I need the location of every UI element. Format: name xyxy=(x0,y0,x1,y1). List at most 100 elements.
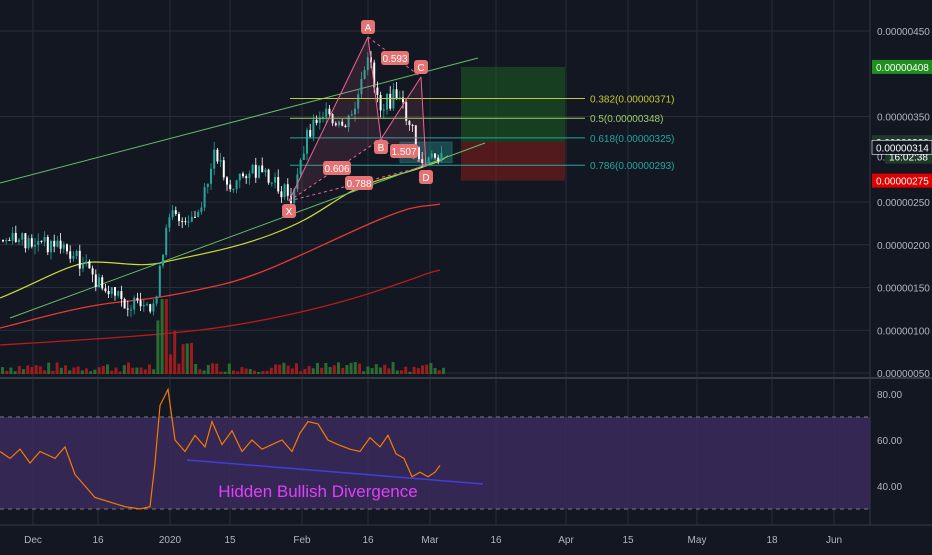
volume-bar xyxy=(202,370,206,374)
pattern-leg[interactable] xyxy=(288,36,369,202)
candle-body xyxy=(114,287,116,296)
ratio-bc-badge[interactable] xyxy=(323,161,351,175)
profit-zone[interactable] xyxy=(461,66,565,143)
candle-body xyxy=(267,169,270,183)
divergence-annotation[interactable]: Hidden Bullish Divergence xyxy=(218,482,417,501)
ratio-cd-badge[interactable] xyxy=(390,144,418,158)
volume-bar xyxy=(332,365,336,374)
candle-body xyxy=(248,173,251,179)
pattern-leg[interactable] xyxy=(380,76,422,140)
volume-bar xyxy=(190,342,193,374)
volume-bar xyxy=(106,364,109,374)
volume-bar xyxy=(219,371,223,374)
candle-body xyxy=(165,227,168,255)
candle-body xyxy=(360,78,363,95)
candle-body xyxy=(210,168,212,184)
volume-bar xyxy=(122,365,126,374)
candle-body xyxy=(334,123,337,126)
volume-bar xyxy=(269,367,273,374)
point-x-badge[interactable] xyxy=(282,204,296,218)
volume-bar xyxy=(131,367,135,374)
price-badge xyxy=(872,173,932,188)
time-tick-label: Apr xyxy=(558,535,574,546)
volume-bar xyxy=(316,362,319,374)
fib-level-label: 0.5(0.00000348) xyxy=(590,114,663,125)
volume-bar xyxy=(349,362,353,374)
candle-body xyxy=(309,130,312,137)
ratio-ab-badge[interactable] xyxy=(381,51,409,65)
volume-bar xyxy=(290,368,294,374)
candle-body xyxy=(91,268,94,275)
volume-bar xyxy=(17,366,21,374)
volume-bar xyxy=(148,364,151,374)
divergence-line[interactable] xyxy=(186,459,484,485)
candle-body xyxy=(328,108,331,115)
candle-body xyxy=(341,121,344,126)
volume-bar xyxy=(55,362,59,374)
candle-body xyxy=(219,160,222,162)
candle-body xyxy=(158,265,161,297)
volume-bar xyxy=(265,370,269,374)
candle-body xyxy=(440,152,443,161)
volume-bar xyxy=(387,368,391,374)
candle-body xyxy=(66,244,68,252)
candle-body xyxy=(325,108,328,118)
stop-zone[interactable] xyxy=(461,142,565,181)
volume-bar xyxy=(404,366,408,374)
volume-bar xyxy=(303,368,307,374)
volume-bar xyxy=(164,299,168,374)
volume-bar xyxy=(101,365,105,374)
point-c-badge[interactable] xyxy=(414,60,428,74)
pattern-leg[interactable] xyxy=(367,36,382,140)
ratio-xb-badge[interactable] xyxy=(345,176,373,190)
volume-bar xyxy=(425,364,429,374)
candle-body xyxy=(117,291,120,296)
harmonic-pattern[interactable]: A C B D X 0.593 0.606 0.788 1.507 xyxy=(282,20,433,218)
candle-body xyxy=(133,297,136,310)
channel-upper[interactable] xyxy=(0,57,479,184)
candle-body xyxy=(222,160,225,178)
volume-bar xyxy=(47,362,51,374)
candle-body xyxy=(318,117,321,124)
candle-body xyxy=(232,189,235,191)
candle-body xyxy=(123,298,126,309)
volume-bar xyxy=(1,367,4,374)
volume-bar xyxy=(211,363,214,374)
volume-bar xyxy=(38,366,42,374)
candle-body xyxy=(56,240,59,247)
time-tick-label: 15 xyxy=(224,535,236,546)
volume-bars xyxy=(1,299,445,374)
volume-bar xyxy=(223,371,227,374)
fib-retracement[interactable]: 0.382(0.00000371) 0.5(0.00000348) 0.618(0.… xyxy=(290,95,675,173)
price-tick-label: 0.00000050 xyxy=(877,369,930,380)
volume-bar xyxy=(22,369,25,374)
candle-body xyxy=(430,153,433,158)
trend-channel[interactable] xyxy=(0,57,486,319)
price-tick-label: 0.00000350 xyxy=(877,113,930,124)
candle-body xyxy=(299,159,302,175)
volume-bar xyxy=(353,362,357,374)
volume-bar xyxy=(215,363,219,374)
candle-body xyxy=(136,297,139,301)
candle-body xyxy=(88,261,91,269)
candle-body xyxy=(37,240,40,246)
volume-bar xyxy=(324,363,328,374)
moving-averages xyxy=(0,155,449,346)
candle-body xyxy=(69,251,72,259)
candle-body xyxy=(2,240,4,242)
price-tick-label: 0.00000100 xyxy=(877,326,930,337)
pattern-leg[interactable] xyxy=(420,76,427,167)
point-d-badge[interactable] xyxy=(419,170,433,184)
time-tick-label: Jun xyxy=(826,535,842,546)
point-b-badge[interactable] xyxy=(374,140,388,154)
point-a-badge[interactable] xyxy=(361,20,375,34)
volume-bar xyxy=(311,368,315,374)
candlesticks xyxy=(2,50,443,317)
channel-lower[interactable] xyxy=(9,142,486,319)
candle-body xyxy=(264,169,267,173)
volume-bar xyxy=(299,371,303,374)
volume-bar xyxy=(34,365,38,374)
candle-body xyxy=(283,184,286,198)
